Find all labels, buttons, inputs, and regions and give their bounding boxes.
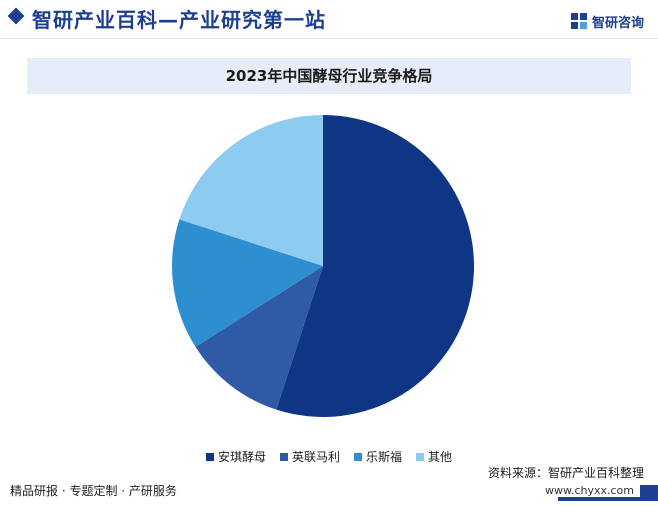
legend-swatch: [354, 452, 362, 461]
legend-swatch: [279, 452, 288, 461]
legend-item: 英联马利: [279, 448, 340, 465]
legend-label: 其他: [428, 450, 453, 464]
legend-item: 安琪酵母: [205, 448, 266, 465]
chart-title-bar: 2023年中国酵母行业竞争格局: [27, 58, 631, 94]
legend-label: 安琪酵母: [217, 450, 266, 464]
legend-swatch: [205, 452, 214, 461]
brand-name: 智研咨询: [591, 15, 644, 31]
legend-item: 乐斯福: [354, 448, 402, 465]
chart-legend: 安琪酵母 英联马利 乐斯福 其他: [0, 448, 658, 465]
footer-services: 精品研报 · 专题定制 · 产研服务: [10, 484, 177, 498]
page-header: 智研产业百科—产业研究第一站 智研咨询: [0, 0, 658, 40]
page-footer: 精品研报 · 专题定制 · 产研服务 www.chyxx.com: [0, 474, 658, 506]
pie-slice-4: [179, 115, 323, 266]
legend-label: 英联马利: [291, 450, 340, 464]
chart-title: 2023年中国酵母行业竞争格局: [225, 67, 433, 85]
legend-swatch: [416, 452, 425, 461]
legend-label: 乐斯福: [366, 450, 403, 464]
brand-logo[interactable]: 智研咨询: [570, 9, 644, 33]
header-title: 智研产业百科—产业研究第一站: [32, 8, 326, 32]
header-divider: [0, 38, 658, 39]
pie-slice-1: [276, 115, 475, 417]
pie-slice-2: [195, 266, 323, 410]
footer-url[interactable]: www.chyxx.com: [538, 484, 640, 497]
pie-slice-3: [172, 219, 323, 347]
brand-logo-icon: [570, 13, 587, 29]
legend-item: 其他: [416, 448, 452, 465]
source-note: 资料来源：智研产业百科整理: [487, 466, 644, 480]
